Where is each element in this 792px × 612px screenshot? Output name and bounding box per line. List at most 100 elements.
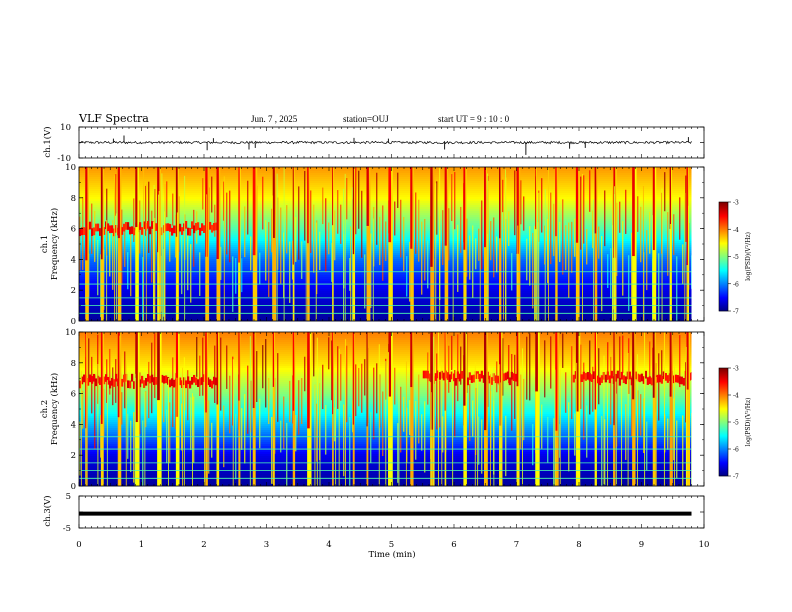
ch2-spec-bg-band: [79, 356, 692, 359]
ch2-colorbar-cell: [719, 413, 728, 415]
ch2-spec-texture: [415, 401, 417, 460]
ch1-colorbar-cell: [719, 209, 728, 211]
ch2-spec-texture: [457, 334, 459, 402]
ch2-colorbar-cell: [719, 450, 728, 452]
ch1-colorbar-cell: [719, 284, 728, 286]
ch2-colorbar-cell: [719, 379, 728, 381]
ch2-spec-emission: [209, 379, 212, 387]
ch2-spec-texture: [553, 418, 555, 486]
ch1-spec-texture: [472, 225, 474, 298]
ch1-spec-emission: [151, 221, 154, 229]
ch2-spec-texture: [163, 375, 165, 423]
ch1-spec-burst-core: [444, 167, 447, 246]
x-tick-label: 4: [326, 540, 331, 550]
ch2-spec-texture: [610, 356, 612, 425]
ch2-spec-burst-core: [594, 332, 596, 410]
ch1-spec-texture: [673, 214, 675, 256]
ch1-colorbar-cell: [719, 308, 728, 310]
ch2-spec-emission: [452, 373, 455, 382]
ch1-spec-bg-band: [79, 299, 692, 302]
ch1-spec-texture: [667, 212, 669, 276]
ch2-spec-texture: [250, 380, 252, 433]
ch2-spec-emission: [169, 379, 172, 388]
ch1-spec-burst-core: [516, 167, 519, 254]
ch2-spec-texture: [547, 416, 549, 463]
ch1-spec-burst-core: [430, 167, 433, 267]
ch1-colorbar-cell: [719, 298, 728, 300]
ch2-spec-nodata: [691, 332, 704, 486]
ch1-spec-emission: [179, 223, 182, 232]
ch2-spec-emission: [618, 377, 621, 386]
ch2-colorbar-cell: [719, 463, 728, 465]
ch2-spec-emission: [207, 377, 210, 386]
ch1-spec-emission: [167, 223, 170, 231]
figure-title: VLF Spectra: [78, 112, 149, 125]
ch1-colorbar-cell: [719, 276, 728, 278]
ch2-spec-emission: [478, 373, 481, 382]
ch1-colorbar-cell: [719, 303, 728, 305]
ch2-spec-bg-band: [79, 416, 692, 419]
ch1-colorbar-cell: [719, 281, 728, 283]
ch1-spec-bg-band: [79, 191, 692, 194]
ch1-colorbar-cell: [719, 306, 728, 308]
ch1-colorbar-cell: [719, 211, 728, 213]
ch2-spec-texture: [148, 361, 150, 419]
ch1-spec-nodata: [691, 167, 704, 321]
ch1-spec-burst: [388, 167, 393, 321]
ch2-colorbar-cell: [719, 376, 728, 378]
ch2-spec-emission: [149, 375, 152, 384]
ch2-spec-burst-core: [117, 332, 120, 418]
ch2-spec-emission: [616, 370, 619, 379]
ch1-spec-bg-band: [79, 317, 692, 320]
ch1-colorbar-cell: [719, 220, 728, 222]
ch1-spec-texture: [79, 216, 81, 271]
ch2-spec-burst: [252, 332, 256, 486]
x-tick-label: 5: [389, 540, 394, 550]
ch2-colorbar-cell: [719, 395, 728, 397]
ch2-spec-texture: [172, 357, 174, 428]
ch1-spec-bg-band: [79, 277, 692, 280]
ch2-spec-texture: [352, 400, 354, 433]
ch1-spec-emission: [97, 223, 100, 232]
ch2-spec-emission: [173, 379, 176, 388]
ch2-colorbar-cell: [719, 425, 728, 427]
ch1-spec-texture: [550, 192, 552, 265]
ch1-spec-ytick-label: 4: [71, 255, 76, 265]
ch2-spec-bg-band: [79, 436, 692, 439]
ch1-spec-emission: [183, 223, 186, 232]
ch2-spec-ytick-label: 10: [65, 328, 76, 338]
ch2-spec-texture: [676, 420, 678, 479]
ch2-spec-bg-band: [79, 480, 692, 483]
ch1-spec-burst-core: [175, 167, 178, 237]
ch2-spec-texture: [277, 353, 279, 422]
ch2-spec-emission: [502, 373, 505, 382]
ch1-colorbar-cell: [719, 269, 728, 271]
ch1-spec-emission: [187, 227, 190, 236]
ch1-spec-burst: [594, 167, 598, 321]
ch2-colorbar-cell: [719, 394, 728, 396]
ch2-spec-texture: [520, 374, 522, 449]
ch2-spec-bg-band: [79, 440, 692, 443]
ch1-spec-texture: [322, 187, 324, 225]
ch2-spec-emission: [199, 377, 202, 386]
x-tick-label: 6: [451, 540, 456, 550]
ch2-spec-texture: [607, 342, 609, 381]
ch2-spec-texture: [472, 400, 474, 437]
ch2-spec-emission: [442, 372, 445, 381]
ch2-spec-emission: [664, 373, 667, 381]
ch2-spec-texture: [640, 394, 642, 436]
ch1-spec-texture: [415, 192, 417, 254]
ch1-colorbar-cell: [719, 309, 728, 311]
ch2-spec-bg-band: [79, 334, 692, 337]
ch1-colorbar-cell: [719, 259, 728, 261]
ch2-spec-emission: [494, 375, 497, 384]
ch1-spec-texture: [94, 210, 96, 262]
ch2-spec-texture: [481, 419, 483, 474]
ch2-spec-bg-band: [79, 338, 692, 341]
ch2-spec-texture: [196, 336, 198, 377]
ch2-colorbar-cell: [719, 429, 728, 431]
ch2-spec-emission: [624, 376, 627, 385]
ch2-spec-emission: [181, 380, 184, 388]
ch2-spec-texture: [526, 336, 528, 400]
ch1-spec-bg-band: [79, 305, 692, 308]
